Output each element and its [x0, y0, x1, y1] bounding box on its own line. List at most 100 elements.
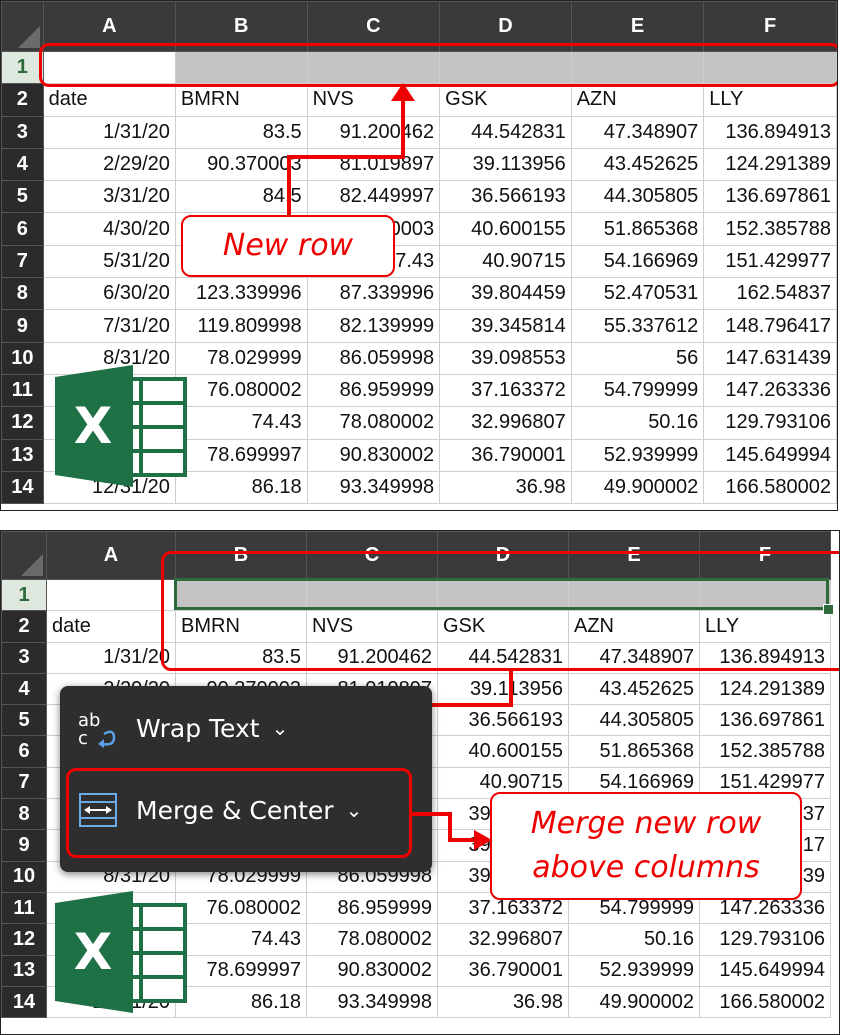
cell[interactable]: 49.900002	[570, 470, 705, 505]
cell[interactable]: 74.43	[175, 923, 307, 956]
cell[interactable]: 148.796417	[703, 309, 837, 343]
cell[interactable]: 145.649994	[703, 438, 837, 472]
row-header[interactable]: 14	[1, 985, 47, 1019]
row-header[interactable]: 5	[1, 180, 44, 214]
cell[interactable]: 50.16	[568, 923, 700, 956]
cell[interactable]: 43.452625	[570, 147, 705, 182]
cell[interactable]	[174, 50, 308, 85]
wrap-text-button[interactable]: ab c Wrap Text ⌄	[76, 708, 288, 748]
cell[interactable]: 54.799999	[570, 373, 705, 408]
row-header[interactable]: 13	[1, 438, 44, 472]
cell[interactable]: 145.649994	[699, 954, 831, 987]
cell[interactable]: 124.291389	[699, 672, 831, 706]
header-cell[interactable]: BMRN	[174, 83, 308, 117]
cell[interactable]: 147.263336	[699, 891, 831, 925]
cell[interactable]: 78.699997	[175, 954, 307, 987]
cell[interactable]: 49.900002	[568, 985, 700, 1019]
cell[interactable]: 47.348907	[570, 115, 705, 149]
row-header[interactable]: 8	[1, 277, 44, 311]
cell[interactable]: 44.542831	[439, 115, 572, 149]
cell[interactable]: 129.793106	[703, 406, 837, 440]
column-header-c[interactable]: C	[306, 531, 438, 580]
cell[interactable]: 40.90715	[439, 244, 572, 279]
header-cell[interactable]: LLY	[703, 83, 837, 117]
cell[interactable]: 3/31/20	[42, 180, 176, 214]
cell[interactable]: 43.452625	[568, 672, 700, 706]
row-header[interactable]: 8	[1, 798, 47, 831]
cell[interactable]: 44.305805	[568, 704, 700, 737]
cell[interactable]: 78.080002	[306, 923, 438, 956]
cell[interactable]: 76.080002	[174, 373, 308, 408]
header-cell[interactable]: LLY	[699, 610, 831, 643]
cell[interactable]: 136.894913	[703, 115, 837, 149]
cell[interactable]: 1/31/20	[46, 641, 176, 674]
row-header[interactable]: 3	[1, 115, 44, 149]
cell[interactable]: 152.385788	[699, 735, 831, 768]
cell[interactable]: 147.263336	[703, 373, 837, 408]
cell[interactable]: 36.790001	[439, 438, 572, 472]
cell[interactable]: 162.54837	[703, 277, 837, 311]
cell[interactable]	[306, 50, 441, 85]
row-header[interactable]: 10	[1, 341, 44, 375]
cell[interactable]	[570, 50, 705, 85]
row-header[interactable]: 5	[1, 704, 47, 737]
column-header-b[interactable]: B	[175, 531, 307, 580]
cell[interactable]: 56	[570, 341, 705, 375]
row-header[interactable]: 3	[1, 641, 47, 674]
cell[interactable]: 37.163372	[439, 373, 572, 408]
cell[interactable]: 40.600155	[439, 212, 572, 246]
header-cell[interactable]: date	[46, 610, 176, 643]
cell[interactable]: 50.16	[570, 406, 705, 440]
cell[interactable]: 78.029999	[174, 341, 308, 375]
cell[interactable]: 52.939999	[570, 438, 705, 472]
row-header[interactable]: 6	[1, 735, 47, 768]
cell[interactable]: 81.019897	[306, 147, 441, 182]
cell[interactable]	[568, 578, 700, 612]
cell[interactable]: 124.291389	[703, 147, 837, 182]
cell[interactable]: 129.793106	[699, 923, 831, 956]
cell[interactable]	[306, 578, 438, 612]
cell[interactable]: 39.113956	[437, 672, 569, 706]
row-header[interactable]: 1	[1, 578, 47, 612]
cell[interactable]: 7/31/20	[42, 309, 176, 343]
row-header[interactable]: 2	[1, 610, 47, 643]
row-header[interactable]: 9	[1, 309, 44, 343]
merge-center-button[interactable]: Merge & Center ⌄	[76, 790, 362, 830]
header-cell[interactable]: GSK	[439, 83, 572, 117]
cell[interactable]: 6/30/20	[42, 277, 176, 311]
cell[interactable]: 147.631439	[703, 341, 837, 375]
cell[interactable]: 78.080002	[306, 406, 441, 440]
row-header[interactable]: 12	[1, 406, 44, 440]
fill-handle[interactable]	[823, 604, 834, 615]
select-all-corner[interactable]	[1, 531, 47, 580]
header-cell[interactable]: NVS	[306, 610, 438, 643]
cell[interactable]	[439, 50, 572, 85]
cell[interactable]: 86.18	[175, 985, 307, 1019]
row-header[interactable]: 4	[1, 672, 47, 706]
cell[interactable]: 39.113956	[439, 147, 572, 182]
cell[interactable]: 76.080002	[175, 891, 307, 925]
cell[interactable]: 166.580002	[703, 470, 837, 505]
cell[interactable]	[46, 578, 176, 612]
row-header[interactable]: 12	[1, 923, 47, 956]
row-header[interactable]: 10	[1, 860, 47, 893]
cell[interactable]: 54.166969	[570, 244, 705, 279]
cell[interactable]: 86.18	[174, 470, 308, 505]
cell[interactable]: 93.349998	[306, 470, 441, 505]
cell[interactable]: 90.830002	[306, 438, 441, 472]
cell[interactable]: 36.566193	[439, 180, 572, 214]
row-header[interactable]: 2	[1, 83, 44, 117]
cell[interactable]: 5/31/20	[42, 244, 176, 279]
cell[interactable]: 91.200462	[306, 115, 441, 149]
cell[interactable]: 36.566193	[437, 704, 569, 737]
column-header-a[interactable]: A	[46, 531, 176, 580]
cell[interactable]: 86.959999	[306, 891, 438, 925]
cell[interactable]: 2/29/20	[42, 147, 176, 182]
cell[interactable]: 90.830002	[306, 954, 438, 987]
cell[interactable]: 78.699997	[174, 438, 308, 472]
column-header-e[interactable]: E	[568, 531, 700, 580]
cell[interactable]: 86.059998	[306, 341, 441, 375]
cell[interactable]: 82.139999	[306, 309, 441, 343]
cell[interactable]: 52.939999	[568, 954, 700, 987]
cell[interactable]: 44.305805	[570, 180, 705, 214]
